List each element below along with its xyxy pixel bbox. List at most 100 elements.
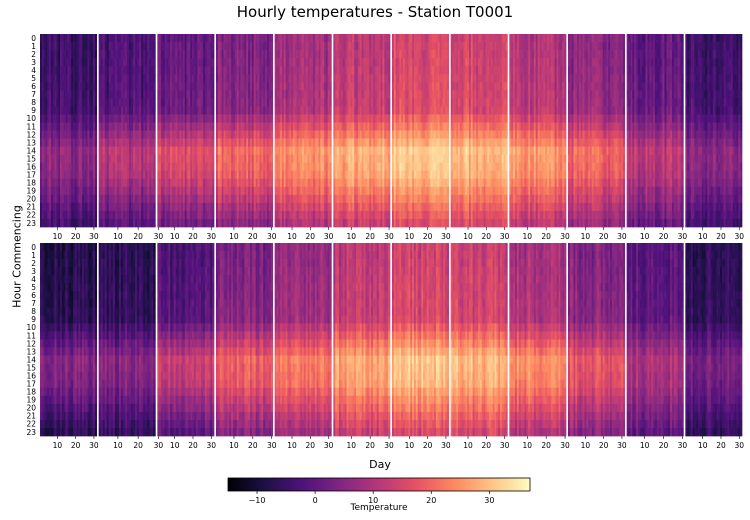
heatmap-cell [305,90,308,99]
heatmap-cell [131,218,134,228]
heatmap-cell [348,106,351,115]
heatmap-cell [397,186,400,196]
chart-title: Hourly temperatures - Station T0001 [236,3,514,21]
heatmap-cell [74,106,77,115]
heatmap-cell [423,146,426,155]
heatmap-cell [404,146,407,155]
heatmap-cell [274,194,277,204]
heatmap-cell [160,138,164,147]
heatmap-cell [255,98,258,107]
heatmap-cell [114,146,118,155]
heatmap-cell [58,66,61,75]
heatmap-cell [145,186,148,196]
heatmap-cell [61,210,65,220]
heatmap-cell [413,34,417,43]
heatmap-cell [164,218,167,228]
heatmap-cell [221,138,224,147]
heatmap-cell [41,218,45,228]
heatmap-cell [276,114,279,123]
heatmap-cell [419,50,422,59]
heatmap-cell [367,186,370,196]
heatmap-cell [177,114,180,123]
heatmap-cell [285,146,288,155]
heatmap-cell [259,42,262,51]
heatmap-cell [61,50,65,59]
heatmap-cell [201,114,204,123]
heatmap-cell [112,186,116,196]
heatmap-cell [177,98,180,107]
heatmap-cell [182,122,186,131]
heatmap-cell [395,138,398,147]
heatmap-cell [434,186,437,196]
heatmap-cell [318,98,321,107]
heatmap-cell [229,218,232,228]
heatmap-cell [424,178,428,188]
heatmap-cell [41,130,45,139]
heatmap-cell [201,178,204,188]
heatmap-cell [292,42,296,51]
heatmap-cell [309,122,312,131]
heatmap-cell [408,162,411,172]
heatmap-cell [98,186,102,196]
heatmap-cell [356,170,359,180]
heatmap-cell [404,82,407,91]
heatmap-cell [404,66,407,75]
heatmap-cell [333,82,336,91]
heatmap-cell [69,122,72,131]
heatmap-cell [65,106,68,115]
heatmap-cell [296,162,299,172]
heatmap-cell [65,98,68,107]
heatmap-cell [210,170,213,180]
heatmap-cell [374,90,378,99]
heatmap-cell [423,202,426,212]
heatmap-cell [395,122,398,131]
heatmap-cell [186,42,189,51]
heatmap-cell [325,146,329,155]
heatmap-cell [145,202,148,212]
heatmap-cell [98,106,102,115]
heatmap-cell [133,130,136,139]
heatmap-cell [49,82,52,91]
heatmap-cell [250,114,253,123]
heatmap-cell [43,178,46,188]
heatmap-cell [424,82,428,91]
heatmap-cell [348,90,351,99]
heatmap-cell [246,122,249,131]
heatmap-cell [229,74,232,83]
heatmap-cell [367,202,370,212]
heatmap-cell [124,146,128,155]
heatmap-cell [50,146,54,155]
heatmap-cell [133,74,136,83]
heatmap-cell [402,34,406,43]
heatmap-cell [149,162,152,172]
heatmap-cell [151,122,154,131]
heatmap-cell [255,82,258,91]
heatmap-cell [206,154,209,164]
heatmap-cell [201,194,204,204]
heatmap-cell [432,138,435,147]
heatmap-cell [395,154,398,164]
heatmap-cell [127,194,130,204]
heatmap-cell [246,130,249,139]
heatmap-cell [127,98,130,107]
heatmap-cell [94,74,98,83]
heatmap-cell [40,98,43,107]
heatmap-cell [231,58,234,67]
heatmap-cell [244,138,247,147]
heatmap-cell [333,202,336,212]
heatmap-cell [63,42,66,51]
heatmap-cell [65,194,68,204]
heatmap-cell [406,210,409,220]
heatmap-cell [426,130,429,139]
heatmap-cell [253,90,257,99]
heatmap-cell [348,162,351,172]
heatmap-cell [139,74,142,83]
heatmap-cell [339,122,342,131]
heatmap-cell [129,58,132,67]
heatmap-cell [417,218,420,228]
heatmap-cell [98,130,102,139]
heatmap-cell [112,106,116,115]
heatmap-cell [305,178,308,188]
heatmap-cell [382,210,385,220]
heatmap-cell [392,130,395,139]
